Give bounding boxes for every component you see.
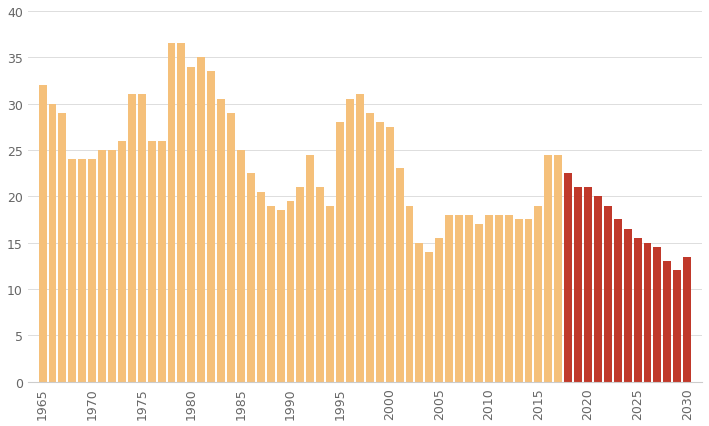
Bar bbox=[644, 243, 652, 382]
Bar bbox=[505, 215, 513, 382]
Bar bbox=[108, 151, 116, 382]
Bar bbox=[128, 95, 136, 382]
Bar bbox=[356, 95, 364, 382]
Bar bbox=[247, 174, 255, 382]
Bar bbox=[366, 114, 374, 382]
Bar bbox=[634, 239, 642, 382]
Bar bbox=[177, 44, 185, 382]
Bar bbox=[68, 160, 77, 382]
Bar bbox=[157, 141, 165, 382]
Bar bbox=[406, 206, 413, 382]
Bar bbox=[624, 229, 632, 382]
Bar bbox=[594, 197, 602, 382]
Bar bbox=[58, 114, 67, 382]
Bar bbox=[78, 160, 86, 382]
Bar bbox=[485, 215, 493, 382]
Bar bbox=[604, 206, 612, 382]
Bar bbox=[346, 100, 354, 382]
Bar bbox=[664, 262, 671, 382]
Bar bbox=[574, 187, 582, 382]
Bar bbox=[584, 187, 592, 382]
Bar bbox=[475, 225, 483, 382]
Bar bbox=[386, 127, 393, 382]
Bar bbox=[98, 151, 106, 382]
Bar bbox=[227, 114, 235, 382]
Bar bbox=[187, 67, 195, 382]
Bar bbox=[267, 206, 274, 382]
Bar bbox=[445, 215, 453, 382]
Bar bbox=[683, 257, 691, 382]
Bar bbox=[654, 248, 661, 382]
Bar bbox=[286, 201, 294, 382]
Bar bbox=[465, 215, 473, 382]
Bar bbox=[48, 104, 57, 382]
Bar bbox=[217, 100, 225, 382]
Bar bbox=[495, 215, 503, 382]
Bar bbox=[88, 160, 96, 382]
Bar bbox=[38, 86, 47, 382]
Bar bbox=[614, 220, 622, 382]
Bar bbox=[237, 151, 245, 382]
Bar bbox=[118, 141, 126, 382]
Bar bbox=[306, 155, 314, 382]
Bar bbox=[257, 192, 264, 382]
Bar bbox=[674, 271, 681, 382]
Bar bbox=[376, 123, 384, 382]
Bar bbox=[197, 58, 205, 382]
Bar bbox=[207, 72, 215, 382]
Bar bbox=[138, 95, 145, 382]
Bar bbox=[326, 206, 334, 382]
Bar bbox=[535, 206, 542, 382]
Bar bbox=[425, 252, 433, 382]
Bar bbox=[296, 187, 304, 382]
Bar bbox=[147, 141, 155, 382]
Bar bbox=[316, 187, 324, 382]
Bar bbox=[277, 211, 284, 382]
Bar bbox=[455, 215, 463, 382]
Bar bbox=[396, 169, 403, 382]
Bar bbox=[564, 174, 572, 382]
Bar bbox=[554, 155, 562, 382]
Bar bbox=[515, 220, 523, 382]
Bar bbox=[415, 243, 423, 382]
Bar bbox=[525, 220, 532, 382]
Bar bbox=[545, 155, 552, 382]
Bar bbox=[435, 239, 443, 382]
Bar bbox=[336, 123, 344, 382]
Bar bbox=[167, 44, 175, 382]
